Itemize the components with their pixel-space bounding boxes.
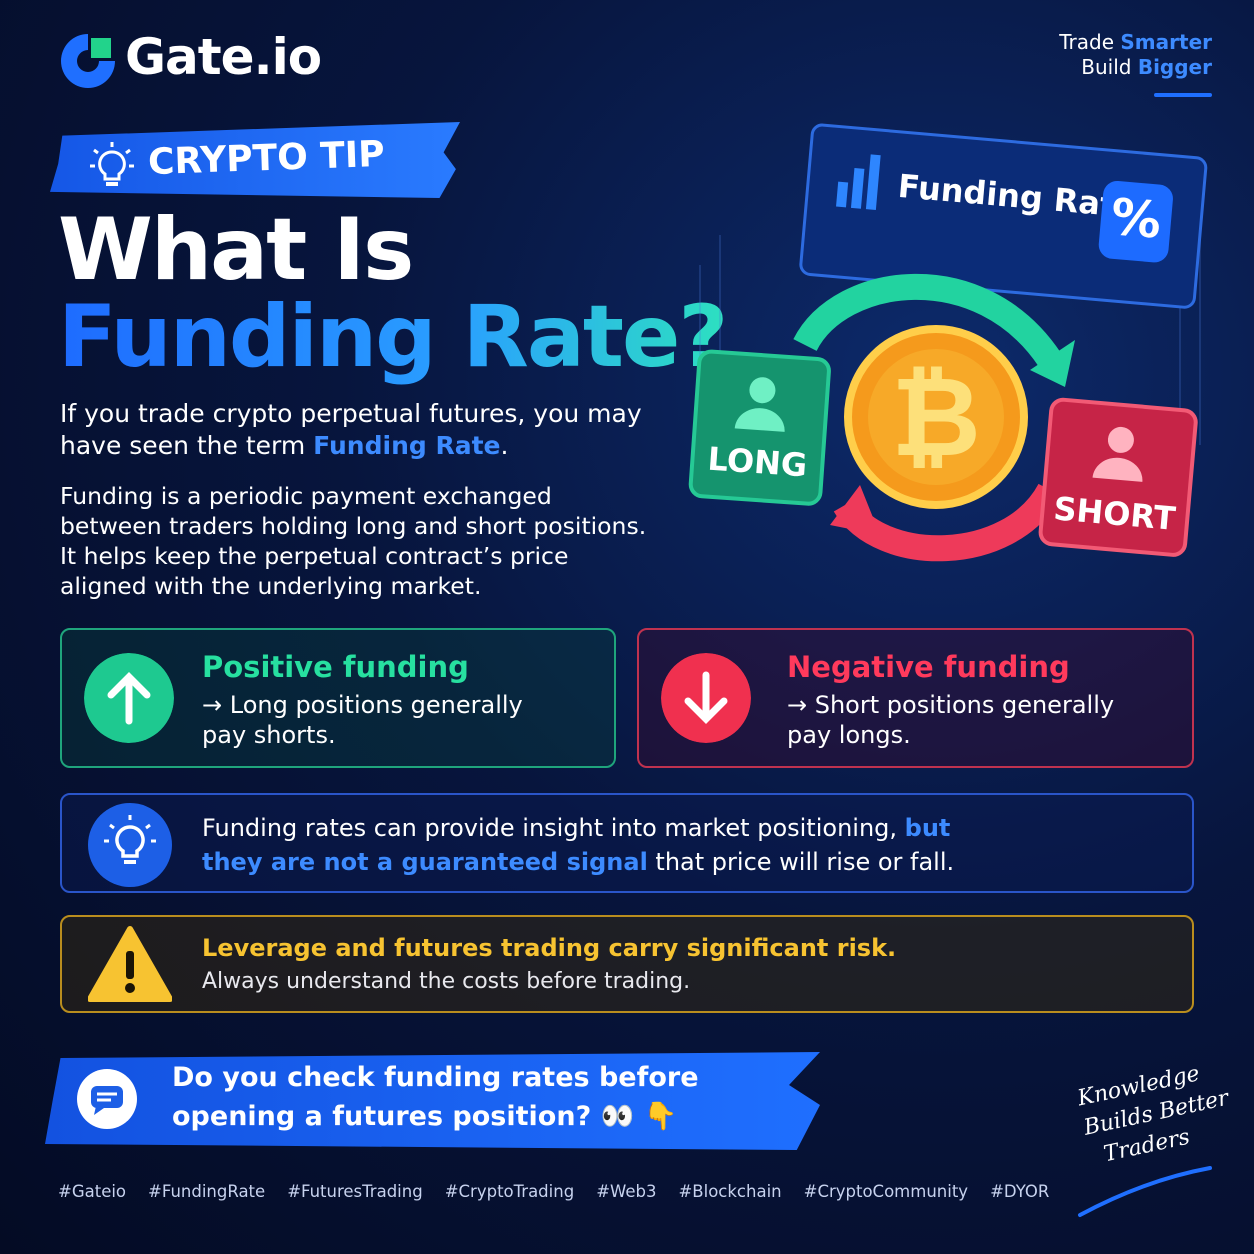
question: Do you check funding rates before openin… — [172, 1062, 699, 1132]
tagline-accent: Smarter — [1120, 30, 1212, 54]
slogan-swoosh — [1078, 1166, 1212, 1217]
hashtags: #Gateio #FundingRate #FuturesTrading #Crypt… — [58, 1182, 1049, 1201]
hashtag: #FundingRate — [148, 1182, 266, 1201]
positive-card: Positive funding → Long positions genera… — [60, 628, 616, 768]
up-icon — [84, 653, 174, 743]
intro-text: If you trade crypto perpetual futures, y… — [60, 399, 642, 460]
title-highlight: Funding Rate? — [58, 287, 728, 387]
insight-text: Funding rates can provide insight into m… — [202, 814, 905, 842]
hashtag: #DYOR — [990, 1182, 1050, 1201]
chat-icon — [77, 1069, 137, 1129]
tagline-text: Trade — [1059, 30, 1121, 54]
card-text: → Short positions generally pay longs. — [787, 691, 1115, 749]
intro-text: . — [500, 431, 509, 460]
card-text: → Long positions generally pay shorts. — [202, 691, 523, 749]
badge-background — [50, 122, 460, 198]
tagline-accent: Bigger — [1137, 55, 1212, 79]
down-icon — [661, 653, 751, 743]
warning-box: Leverage and futures trading carry signi… — [60, 915, 1194, 1013]
hashtag: #Gateio — [58, 1182, 127, 1201]
coin-symbol: ₿ — [891, 353, 981, 481]
warning-icon — [88, 926, 172, 1002]
tagline: Trade Smarter Build Bigger — [1059, 30, 1212, 80]
long-label: LONG — [706, 440, 808, 485]
insight-icon — [88, 803, 172, 887]
illustration: Funding Rate % ₿ LONG SHORT — [688, 123, 1208, 562]
hashtag: #Web3 — [596, 1182, 657, 1201]
logo-icon — [61, 34, 115, 88]
question-banner — [45, 1052, 820, 1150]
intro: If you trade crypto perpetual futures, y… — [60, 398, 650, 462]
insight-bold: but they are not a guaranteed signal — [202, 814, 951, 876]
title: What Is — [58, 200, 414, 300]
warning-title: Leverage and futures trading carry signi… — [202, 934, 897, 962]
percent-icon: % — [1109, 188, 1164, 250]
bulb-icon — [90, 142, 134, 186]
negative-card: Negative funding → Short positions gener… — [637, 628, 1194, 768]
insight-text: that price will rise or fall. — [647, 848, 955, 876]
card-title: Negative funding — [787, 650, 1070, 684]
insight-box: Funding rates can provide insight into m… — [60, 793, 1194, 893]
slogan: Knowledge Builds Better Traders — [1075, 1054, 1238, 1173]
tagline-text: Build — [1081, 55, 1138, 79]
hashtag: #CryptoTrading — [444, 1182, 575, 1201]
logo: Gate.io — [125, 28, 322, 86]
card-title: Positive funding — [202, 650, 469, 684]
hashtag: #Blockchain — [678, 1182, 782, 1201]
warning-text: Always understand the costs before tradi… — [202, 969, 691, 994]
hashtag: #FuturesTrading — [287, 1182, 423, 1201]
explanation: Funding is a periodic payment exchanged … — [60, 482, 647, 600]
tagline-underline — [1154, 93, 1212, 97]
hashtag: #CryptoCommunity — [803, 1182, 969, 1201]
insight: Funding rates can provide insight into m… — [202, 811, 1002, 879]
badge: CRYPTO TIP — [147, 133, 386, 184]
intro-highlight: Funding Rate — [313, 431, 501, 460]
